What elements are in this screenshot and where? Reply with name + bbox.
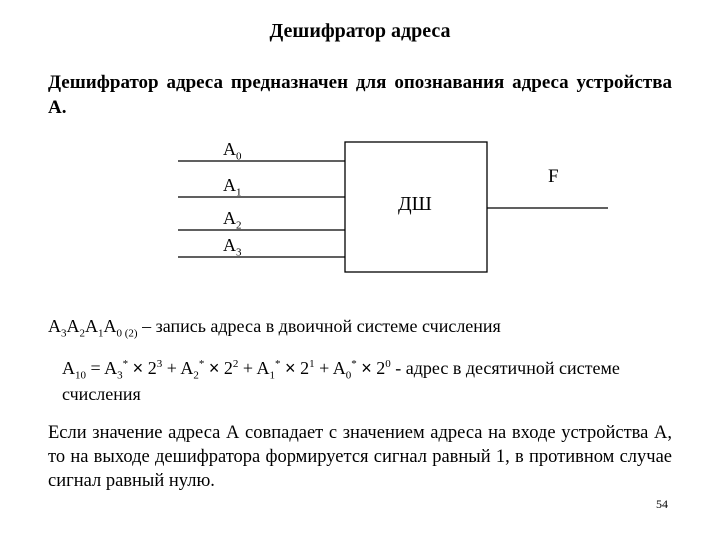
input-label-a0: A0: [223, 139, 242, 163]
output-label-f: F: [548, 166, 559, 188]
input-label-a2: A2: [223, 208, 242, 232]
page-subtitle: Дешифратор адреса предназначен для опозн…: [48, 71, 672, 120]
description-text: Если значение адреса А совпадает с значе…: [48, 421, 672, 494]
box-label: ДШ: [398, 193, 432, 216]
page-title: Дешифратор адреса: [48, 20, 672, 43]
binary-note: A3A2A1A0 (2) – запись адреса в двоичной …: [48, 315, 672, 341]
input-label-a1: A1: [223, 175, 242, 199]
input-label-a3: A3: [223, 235, 242, 259]
page-number: 54: [656, 497, 668, 512]
diagram-svg: [48, 138, 672, 293]
decoder-diagram: A0 A1 A2 A3 F ДШ: [48, 138, 672, 293]
decimal-formula: A10 = A3* × 23 + A2* × 22 + A1* × 21 + A…: [48, 357, 672, 406]
